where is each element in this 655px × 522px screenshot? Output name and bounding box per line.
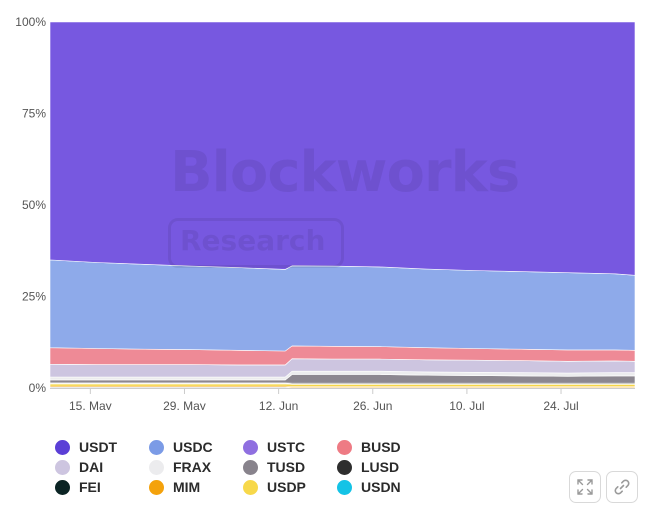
legend-swatch	[337, 459, 352, 475]
legend-swatch	[337, 439, 352, 455]
x-tick-label: 15. May	[69, 399, 112, 410]
y-axis: 0% 25% 50% 75% 100%	[15, 15, 46, 395]
x-tick-label: 12. Jun	[259, 399, 298, 410]
x-tick-label: 24. Jul	[543, 399, 578, 410]
legend-label: USDN	[361, 479, 401, 495]
x-tick-label: 10. Jul	[449, 399, 484, 410]
legend-item-usdp[interactable]: USDP	[243, 478, 337, 496]
legend-swatch	[243, 479, 258, 495]
legend-label: TUSD	[267, 459, 306, 475]
legend-label: FEI	[79, 479, 101, 495]
legend-item-lusd[interactable]: LUSD	[337, 458, 431, 476]
legend-swatch	[149, 459, 164, 475]
x-tick-label: 26. Jun	[353, 399, 392, 410]
legend-swatch	[149, 439, 164, 455]
legend-item-tusd[interactable]: TUSD	[243, 458, 337, 476]
area-usdc	[49, 259, 636, 352]
y-tick-label: 25%	[22, 290, 46, 304]
legend-item-mim[interactable]: MIM	[149, 478, 243, 496]
legend-item-usdc[interactable]: USDC	[149, 438, 243, 456]
fullscreen-button[interactable]	[569, 471, 601, 503]
legend-swatch	[55, 479, 70, 495]
legend-label: LUSD	[361, 459, 400, 475]
legend-item-fei[interactable]: FEI	[55, 478, 149, 496]
area-usdt	[49, 21, 636, 276]
legend-item-busd[interactable]: BUSD	[337, 438, 431, 456]
legend-swatch	[337, 479, 352, 495]
y-tick-label: 0%	[29, 381, 47, 395]
y-tick-label: 50%	[22, 198, 46, 212]
legend-swatch	[243, 439, 258, 455]
legend-item-ustc[interactable]: USTC	[243, 438, 337, 456]
legend-label: USTC	[267, 439, 306, 455]
legend-swatch	[55, 439, 70, 455]
stacked-area-chart: 0% 25% 50% 75% 100% 15. May 29. May 12. Jun 26.…	[15, 15, 636, 410]
chart-legend: USDT USDC USTC BUSD DAI FRAX TUSD LUSD FEI MIM USD…	[55, 438, 435, 496]
legend-label: USDC	[173, 439, 213, 455]
legend-swatch	[55, 459, 70, 475]
legend-label: DAI	[79, 459, 104, 475]
x-axis: 15. May 29. May 12. Jun 26. Jun 10. Jul 24. J…	[50, 388, 635, 410]
legend-label: USDT	[79, 439, 118, 455]
legend-item-usdt[interactable]: USDT	[55, 438, 149, 456]
legend-label: BUSD	[361, 439, 401, 455]
legend-item-frax[interactable]: FRAX	[149, 458, 243, 476]
y-tick-label: 100%	[15, 15, 46, 29]
legend-item-dai[interactable]: DAI	[55, 458, 149, 476]
expand-icon	[577, 479, 593, 495]
copy-link-button[interactable]	[606, 471, 638, 503]
link-icon	[614, 479, 630, 495]
legend-label: FRAX	[173, 459, 212, 475]
legend-swatch	[243, 459, 258, 475]
legend-label: MIM	[173, 479, 201, 495]
legend-label: USDP	[267, 479, 306, 495]
legend-swatch	[149, 479, 164, 495]
chart-areas	[49, 21, 636, 389]
y-tick-label: 75%	[22, 107, 46, 121]
legend-item-usdn[interactable]: USDN	[337, 478, 431, 496]
x-tick-label: 29. May	[163, 399, 206, 410]
